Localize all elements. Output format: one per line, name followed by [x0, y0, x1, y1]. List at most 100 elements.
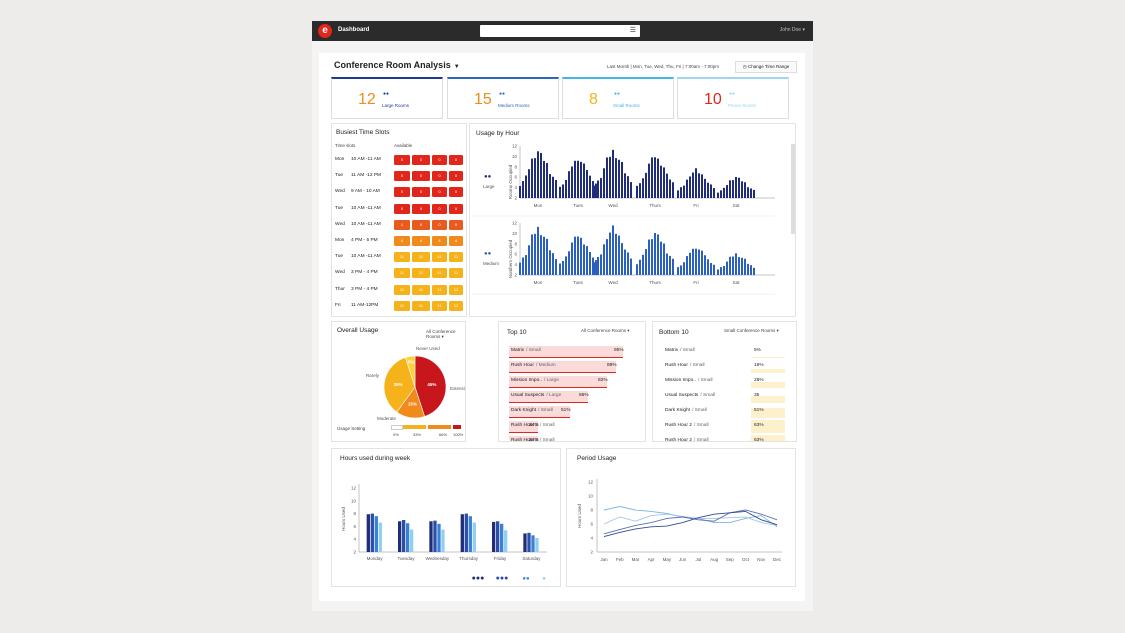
hour-bar[interactable]: [747, 187, 749, 198]
ranking-row[interactable]: 82% Mission Impo.. / Large: [509, 376, 636, 391]
hour-bar[interactable]: [565, 179, 567, 198]
hour-bar[interactable]: [594, 185, 596, 198]
ranking-row[interactable]: 19% Rush Hour / Small: [665, 361, 790, 376]
hour-bar[interactable]: [546, 162, 548, 198]
hour-bar[interactable]: [686, 179, 688, 198]
hour-bar[interactable]: [540, 235, 542, 275]
hour-bar[interactable]: [677, 190, 679, 198]
period-line[interactable]: [603, 506, 778, 528]
week-bar[interactable]: [441, 529, 445, 552]
hour-bar[interactable]: [683, 262, 685, 275]
hour-bar[interactable]: [565, 256, 567, 275]
ranking-row[interactable]: 51% Dark Knight / Small: [665, 406, 790, 421]
kpi-card[interactable]: 12 ●● Large Rooms: [331, 77, 443, 119]
hour-bar[interactable]: [698, 249, 700, 275]
ranking-row[interactable]: 89% Rush Hour / Medium: [509, 361, 636, 376]
user-menu[interactable]: John Doe ▾: [779, 27, 805, 33]
hour-bar[interactable]: [713, 264, 715, 275]
hour-bar[interactable]: [555, 179, 557, 198]
week-bar[interactable]: [496, 521, 500, 552]
hour-bar[interactable]: [621, 243, 623, 275]
hour-bar[interactable]: [669, 179, 671, 198]
hour-bar[interactable]: [639, 259, 641, 275]
hour-bar[interactable]: [651, 157, 653, 198]
time-slot-row[interactable]: Tue 11 AM -12 PM 0 0 0 0: [335, 170, 465, 182]
week-bar[interactable]: [504, 530, 508, 552]
hour-bar[interactable]: [689, 252, 691, 275]
ranking-row[interactable]: 35 Usual Suspects / Small: [665, 391, 790, 406]
hour-bar[interactable]: [552, 176, 554, 198]
top10-dropdown[interactable]: All Conference Rooms ▾: [581, 328, 630, 334]
hour-bar[interactable]: [606, 157, 608, 198]
pie-slice[interactable]: [383, 357, 416, 413]
ranking-row[interactable]: 24% Rush Hour 2/ Small: [509, 436, 636, 441]
hour-bar[interactable]: [549, 174, 551, 198]
hour-bar[interactable]: [559, 263, 561, 275]
hour-bar[interactable]: [519, 186, 521, 198]
week-bar[interactable]: [500, 523, 504, 552]
hour-bar[interactable]: [589, 252, 591, 275]
hour-bar[interactable]: [713, 188, 715, 198]
hour-bar[interactable]: [720, 267, 722, 275]
time-slot-row[interactable]: Fri 11 AM-12PM 11 11 11 11: [335, 300, 465, 312]
hour-bar[interactable]: [645, 249, 647, 275]
hour-bar[interactable]: [615, 158, 617, 198]
week-bar[interactable]: [531, 535, 535, 552]
hour-bar[interactable]: [660, 165, 662, 198]
hour-bar[interactable]: [692, 248, 694, 275]
hour-bar[interactable]: [543, 160, 545, 198]
hour-bar[interactable]: [717, 192, 719, 198]
hour-bar[interactable]: [636, 185, 638, 198]
hour-bar[interactable]: [738, 177, 740, 198]
hour-bar[interactable]: [695, 168, 697, 198]
overall-usage-dropdown[interactable]: All Conference Rooms ▾: [426, 329, 465, 340]
hour-bar[interactable]: [600, 178, 602, 198]
kpi-card[interactable]: 15 ●● Medium Rooms: [447, 77, 559, 119]
hour-bar[interactable]: [568, 171, 570, 198]
hour-bar[interactable]: [594, 262, 596, 275]
hour-bar[interactable]: [552, 253, 554, 275]
week-bar[interactable]: [374, 516, 378, 552]
hour-bar[interactable]: [592, 181, 594, 198]
hour-bar[interactable]: [540, 152, 542, 198]
hour-bar[interactable]: [612, 225, 614, 275]
hour-bar[interactable]: [695, 248, 697, 275]
week-bar[interactable]: [460, 514, 464, 552]
hour-bar[interactable]: [741, 257, 743, 275]
hour-bar[interactable]: [642, 178, 644, 198]
hour-bar[interactable]: [546, 238, 548, 275]
hour-bar[interactable]: [750, 265, 752, 275]
hour-bar[interactable]: [747, 263, 749, 275]
kpi-card[interactable]: 8 ●● Small Rooms: [562, 77, 674, 119]
hour-bar[interactable]: [597, 180, 599, 198]
hour-bar[interactable]: [672, 258, 674, 275]
week-bar[interactable]: [437, 523, 441, 552]
kpi-card[interactable]: 10 ●● Phone Booths: [677, 77, 789, 119]
period-line[interactable]: [603, 513, 778, 526]
ranking-row[interactable]: 24% Rush Hour 2/ Small: [509, 421, 636, 436]
scrollbar[interactable]: [791, 144, 795, 234]
hour-bar[interactable]: [753, 189, 755, 198]
time-slot-row[interactable]: Wed 3 PM - 4 PM 11 11 11 11: [335, 267, 465, 279]
hour-bar[interactable]: [657, 234, 659, 275]
hour-bar[interactable]: [726, 261, 728, 275]
hour-bar[interactable]: [686, 256, 688, 275]
hour-bar[interactable]: [720, 190, 722, 198]
hour-bar[interactable]: [583, 163, 585, 198]
hour-bar[interactable]: [723, 187, 725, 198]
hour-bar[interactable]: [531, 234, 533, 275]
hour-bar[interactable]: [589, 175, 591, 198]
hour-bar[interactable]: [729, 256, 731, 275]
week-bar[interactable]: [468, 516, 472, 552]
hour-bar[interactable]: [660, 241, 662, 275]
hour-bar[interactable]: [717, 269, 719, 275]
page-title[interactable]: Conference Room Analysis ▼: [334, 60, 460, 70]
hour-bar[interactable]: [531, 158, 533, 198]
week-bar[interactable]: [366, 514, 370, 552]
ranking-row[interactable]: 5% Matrix / Small: [665, 346, 790, 361]
pie-slice[interactable]: [405, 355, 416, 388]
hour-bar[interactable]: [654, 157, 656, 198]
hour-bar[interactable]: [707, 259, 709, 275]
hour-bar[interactable]: [624, 173, 626, 198]
ranking-row[interactable]: 66% Usual Suspects / Large: [509, 391, 636, 406]
